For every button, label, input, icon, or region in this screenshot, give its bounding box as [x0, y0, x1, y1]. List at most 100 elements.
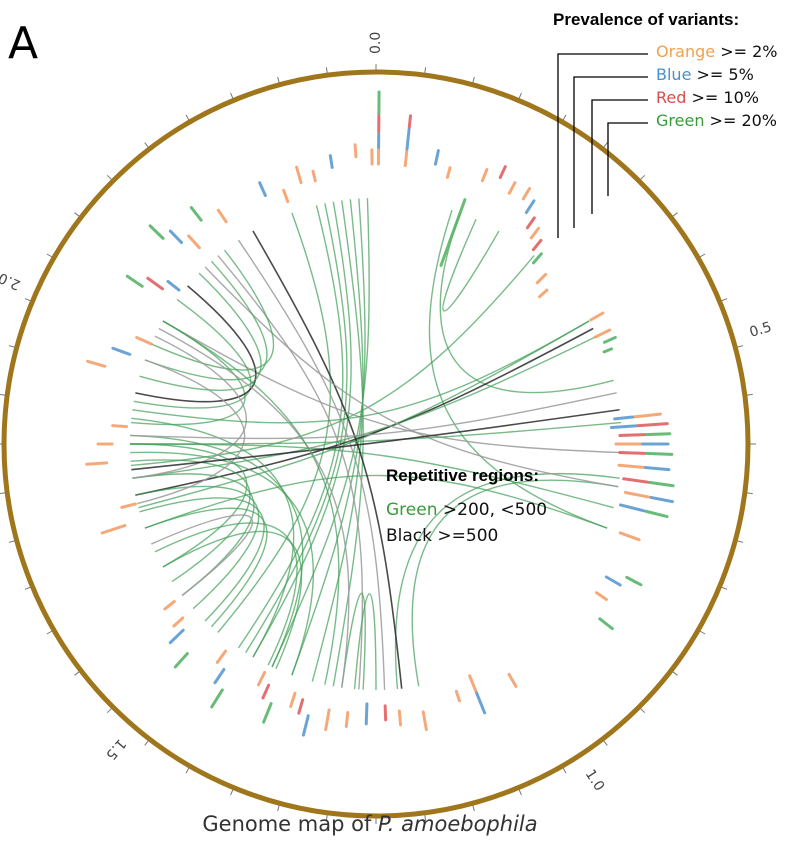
variant-segment [113, 426, 127, 427]
variant-segment [470, 676, 476, 691]
ring-tick [737, 541, 743, 543]
variant-segment [620, 453, 644, 454]
repeat-legend-green: Green >200, <500 [386, 502, 547, 519]
variant-segment [264, 704, 271, 723]
variant-segment [330, 156, 332, 168]
variant-segment [423, 712, 426, 730]
variant-segment [260, 183, 266, 196]
ring-tick [640, 708, 644, 712]
variant-segment [175, 654, 187, 667]
ring-tick [473, 805, 475, 811]
ring-tick [563, 768, 566, 773]
variant-segment [595, 330, 609, 337]
variant-segment [409, 116, 410, 128]
legend-rule-orange: >= 2% [720, 42, 777, 61]
repeat-link [135, 286, 255, 402]
variant-segment [523, 189, 529, 199]
variant-segment [624, 479, 648, 482]
variant-segment [355, 145, 356, 157]
ring-tick [25, 587, 31, 589]
variant-segment [597, 593, 607, 600]
ring-tick [673, 672, 678, 676]
variant-segment [526, 201, 534, 213]
repeat-links [130, 198, 622, 690]
variant-segment [326, 710, 329, 730]
variant-segment [299, 700, 303, 713]
ring-tick [604, 143, 608, 148]
variant-segment [635, 414, 661, 417]
variant-segment [291, 693, 295, 706]
repeat-legend-black: Black >=500 [386, 528, 498, 545]
variant-segment [527, 218, 534, 228]
variant-segment [170, 630, 183, 643]
variant-segment [170, 231, 181, 243]
variant-segment [604, 349, 611, 352]
repeat-link [134, 299, 251, 408]
ring-tick [47, 254, 52, 257]
ring-tick [278, 77, 280, 83]
legend-color-green: Green [656, 111, 704, 130]
repeat-link [137, 360, 244, 504]
ring-tick [473, 77, 475, 83]
variant-segment [212, 690, 223, 707]
variant-segment [637, 424, 667, 426]
repeat-rule-green: >200, <500 [443, 500, 547, 520]
repeat-link [205, 267, 618, 487]
variant-segment [102, 526, 125, 533]
variant-segment [405, 152, 406, 166]
ring-tick [519, 93, 521, 99]
ring-tick [186, 115, 189, 120]
ring-tick [145, 741, 149, 746]
repeats-legend-title: Repetitive regions: [386, 466, 539, 486]
variant-segment [313, 171, 315, 181]
caption-species: P. amoebophila [378, 812, 538, 836]
variant-segment [113, 348, 130, 354]
variant-segment [646, 434, 670, 435]
variant-segment [303, 716, 308, 735]
caption-prefix: Genome map of [202, 812, 378, 836]
variant-segment [150, 226, 163, 239]
ring-tick [231, 790, 233, 796]
variant-segment [217, 651, 225, 662]
ring-tick [107, 708, 111, 712]
ring-tick [326, 67, 327, 73]
legend-color-blue: Blue [656, 65, 691, 84]
repeat-link [155, 523, 297, 665]
variant-segment [165, 602, 174, 609]
variant-segment [122, 504, 136, 507]
variant-segment [482, 170, 486, 181]
repeat-color-green: Green [386, 500, 437, 520]
variants-legend-title: Prevalence of variants: [553, 10, 739, 30]
variant-segment [627, 577, 641, 585]
legend-rule-blue: >= 5% [697, 65, 754, 84]
variant-segment [168, 281, 179, 290]
variant-segment [625, 492, 649, 497]
ring-tick [563, 115, 566, 120]
ring-tick [47, 631, 52, 634]
variant-segment [259, 672, 265, 685]
tick-label-2.0: 2.0 [0, 269, 23, 293]
repeat-link [440, 213, 613, 393]
ring-tick [519, 790, 521, 796]
variant-segment [537, 274, 545, 282]
variant-segment [137, 337, 152, 344]
variant-segment [646, 511, 667, 516]
figure-caption: Genome map of P. amoebophila [0, 812, 740, 836]
legend-connector-line [592, 100, 648, 214]
legend-rule-green: >= 20% [710, 111, 777, 130]
ring-tick [673, 213, 678, 217]
variant-segment [531, 228, 538, 238]
variant-segment [533, 240, 541, 249]
ring-tick [747, 394, 753, 395]
variant-segment [399, 711, 400, 725]
variant-segment [366, 704, 367, 724]
legend-color-red: Red [656, 88, 686, 107]
variant-segment [649, 482, 673, 485]
variant-segment [620, 435, 644, 436]
tick-label-0.5: 0.5 [748, 319, 774, 341]
ring-tick [640, 175, 644, 179]
ring-tick [9, 346, 15, 348]
tick-label-0.0: 0.0 [368, 32, 384, 54]
tick-label-1.0: 1.0 [582, 767, 608, 794]
